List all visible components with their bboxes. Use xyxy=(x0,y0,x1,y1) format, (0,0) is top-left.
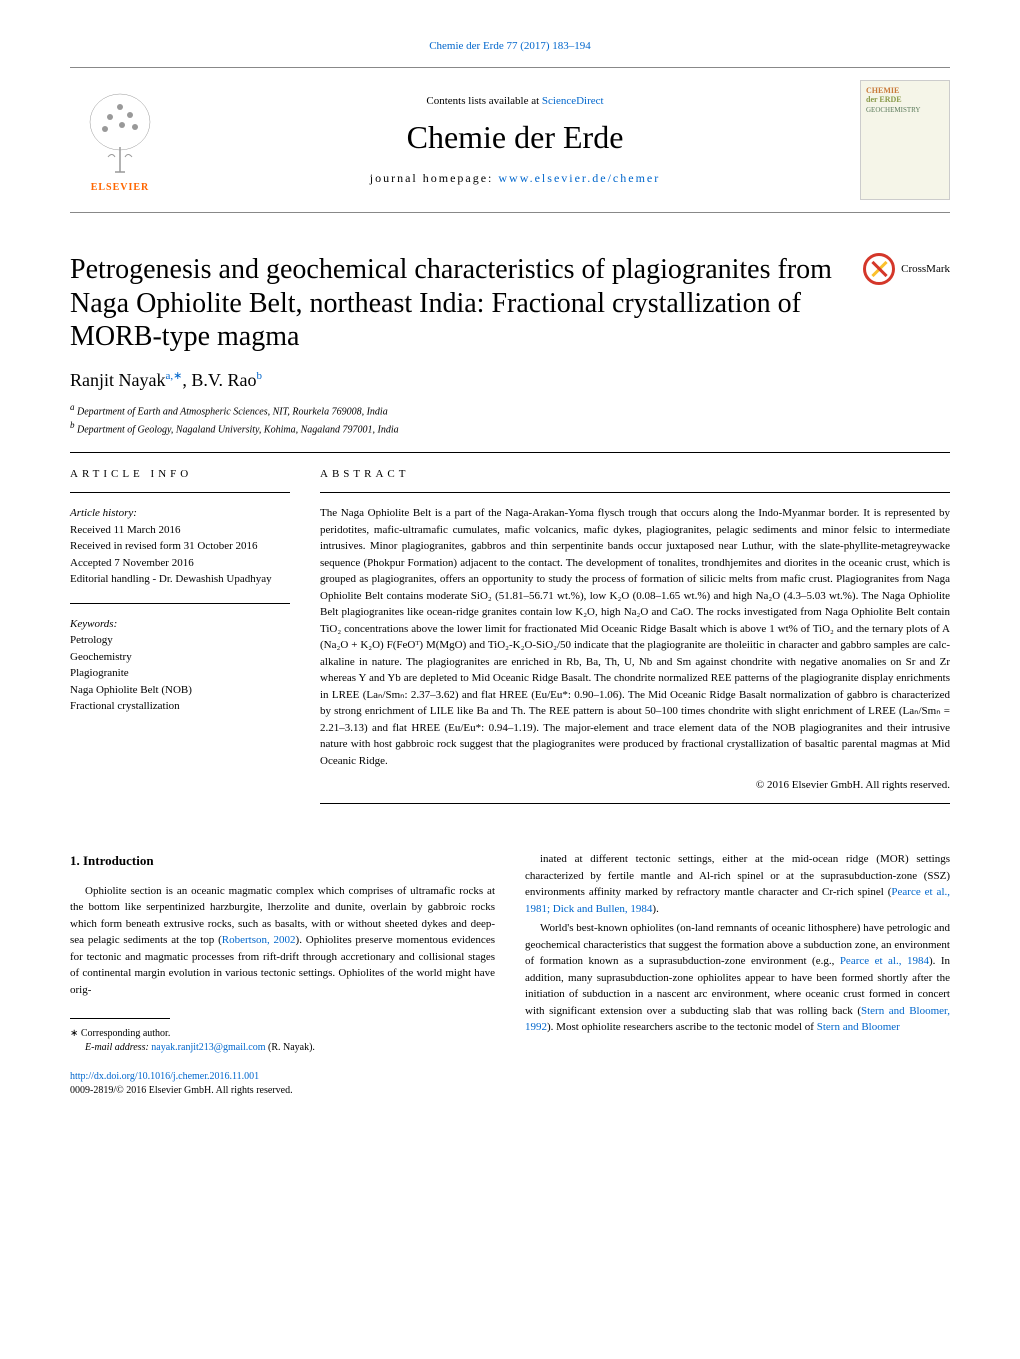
elsevier-text: ELSEVIER xyxy=(91,182,150,193)
author2-sup: b xyxy=(257,370,263,382)
article-title: Petrogenesis and geochemical characteris… xyxy=(70,253,843,354)
journal-cover: CHEMIE der ERDE GEOCHEMISTRY xyxy=(860,80,950,200)
cover-title2: der ERDE xyxy=(866,95,944,104)
affiliation-a: Department of Earth and Atmospheric Scie… xyxy=(77,406,388,417)
columns: 1. Introduction Ophiolite section is an … xyxy=(70,851,950,1098)
keyword: Naga Ophiolite Belt (NOB) xyxy=(70,682,290,699)
text: ). Most ophiolite researchers ascribe to… xyxy=(547,1021,817,1033)
body-section: 1. Introduction Ophiolite section is an … xyxy=(70,851,950,1098)
article-info: ARTICLE INFO Article history: Received 1… xyxy=(70,468,290,816)
affiliations: a Department of Earth and Atmospheric Sc… xyxy=(70,401,950,438)
body-paragraph: inated at different tectonic settings, e… xyxy=(525,851,950,917)
homepage-link[interactable]: www.elsevier.de/chemer xyxy=(498,171,660,185)
abstract-bottom-divider xyxy=(320,803,950,804)
header-citation: Chemie der Erde 77 (2017) 183–194 xyxy=(70,40,950,52)
homepage-line: journal homepage: www.elsevier.de/chemer xyxy=(170,171,860,186)
history-title: Article history: xyxy=(70,505,290,522)
crossmark-text: CrossMark xyxy=(901,263,950,275)
history-block: Article history: Received 11 March 2016 … xyxy=(70,505,290,588)
crossmark-icon xyxy=(863,253,895,285)
ref-link[interactable]: Pearce et al., 1984 xyxy=(840,955,929,967)
keywords-title: Keywords: xyxy=(70,616,290,633)
keyword: Fractional crystallization xyxy=(70,698,290,715)
contents-line: Contents lists available at ScienceDirec… xyxy=(170,95,860,107)
ref-link[interactable]: Robertson, 2002 xyxy=(222,934,296,946)
column-left: 1. Introduction Ophiolite section is an … xyxy=(70,851,495,1098)
homepage-label: journal homepage: xyxy=(370,171,499,185)
revised: Received in revised form 31 October 2016 xyxy=(70,538,290,555)
author2: , B.V. Rao xyxy=(182,370,256,390)
accepted: Accepted 7 November 2016 xyxy=(70,555,290,572)
keyword: Geochemistry xyxy=(70,649,290,666)
email-suffix: (R. Nayak). xyxy=(265,1042,314,1053)
footer-info: http://dx.doi.org/10.1016/j.chemer.2016.… xyxy=(70,1070,495,1098)
info-divider xyxy=(70,492,290,493)
footnote: ∗ Corresponding author. E-mail address: … xyxy=(70,1027,495,1055)
editorial: Editorial handling - Dr. Dewashish Upadh… xyxy=(70,571,290,588)
abstract-column: ABSTRACT The Naga Ophiolite Belt is a pa… xyxy=(320,468,950,816)
info-divider xyxy=(70,603,290,604)
author1: Ranjit Nayak xyxy=(70,370,165,390)
body-paragraph: World's best-known ophiolites (on-land r… xyxy=(525,920,950,1036)
text: ). xyxy=(652,903,658,915)
info-heading: ARTICLE INFO xyxy=(70,468,290,480)
abstract-heading: ABSTRACT xyxy=(320,468,950,480)
affiliation-b: Department of Geology, Nagaland Universi… xyxy=(77,424,399,435)
divider xyxy=(70,452,950,453)
received: Received 11 March 2016 xyxy=(70,522,290,539)
body-paragraph: Ophiolite section is an oceanic magmatic… xyxy=(70,883,495,999)
copyright: © 2016 Elsevier GmbH. All rights reserve… xyxy=(320,779,950,791)
section-heading: 1. Introduction xyxy=(70,851,495,871)
author1-sup: a,∗ xyxy=(165,370,182,382)
authors: Ranjit Nayaka,∗, B.V. Raob xyxy=(70,369,950,391)
citation-link[interactable]: Chemie der Erde 77 (2017) 183–194 xyxy=(429,40,591,52)
crossmark[interactable]: CrossMark xyxy=(863,253,950,285)
elsevier-tree-icon xyxy=(80,87,160,177)
text: inated at different tectonic settings, e… xyxy=(525,853,950,898)
header-box: ELSEVIER Contents lists available at Sci… xyxy=(70,67,950,213)
corresponding-note: ∗ Corresponding author. xyxy=(70,1027,495,1041)
ref-link[interactable]: Stern and Bloomer xyxy=(817,1021,900,1033)
journal-name: Chemie der Erde xyxy=(170,119,860,156)
abstract-text: The Naga Ophiolite Belt is a part of the… xyxy=(320,505,950,769)
contents-text: Contents lists available at xyxy=(426,95,541,107)
footnote-divider xyxy=(70,1018,170,1019)
elsevier-logo: ELSEVIER xyxy=(70,80,170,200)
info-abstract-row: ARTICLE INFO Article history: Received 1… xyxy=(70,468,950,816)
cover-title1: CHEMIE xyxy=(866,86,944,95)
header-center: Contents lists available at ScienceDirec… xyxy=(170,95,860,186)
email-link[interactable]: nayak.ranjit213@gmail.com xyxy=(151,1042,265,1053)
abstract-divider xyxy=(320,492,950,493)
column-right: inated at different tectonic settings, e… xyxy=(525,851,950,1098)
issn-line: 0009-2819/© 2016 Elsevier GmbH. All righ… xyxy=(70,1084,495,1098)
cover-subtitle: GEOCHEMISTRY xyxy=(866,106,944,114)
keywords-block: Keywords: Petrology Geochemistry Plagiog… xyxy=(70,616,290,715)
keyword: Petrology xyxy=(70,632,290,649)
doi-link[interactable]: http://dx.doi.org/10.1016/j.chemer.2016.… xyxy=(70,1071,259,1082)
keyword: Plagiogranite xyxy=(70,665,290,682)
email-label: E-mail address: xyxy=(85,1042,151,1053)
title-row: Petrogenesis and geochemical characteris… xyxy=(70,253,950,354)
sciencedirect-link[interactable]: ScienceDirect xyxy=(542,95,604,107)
